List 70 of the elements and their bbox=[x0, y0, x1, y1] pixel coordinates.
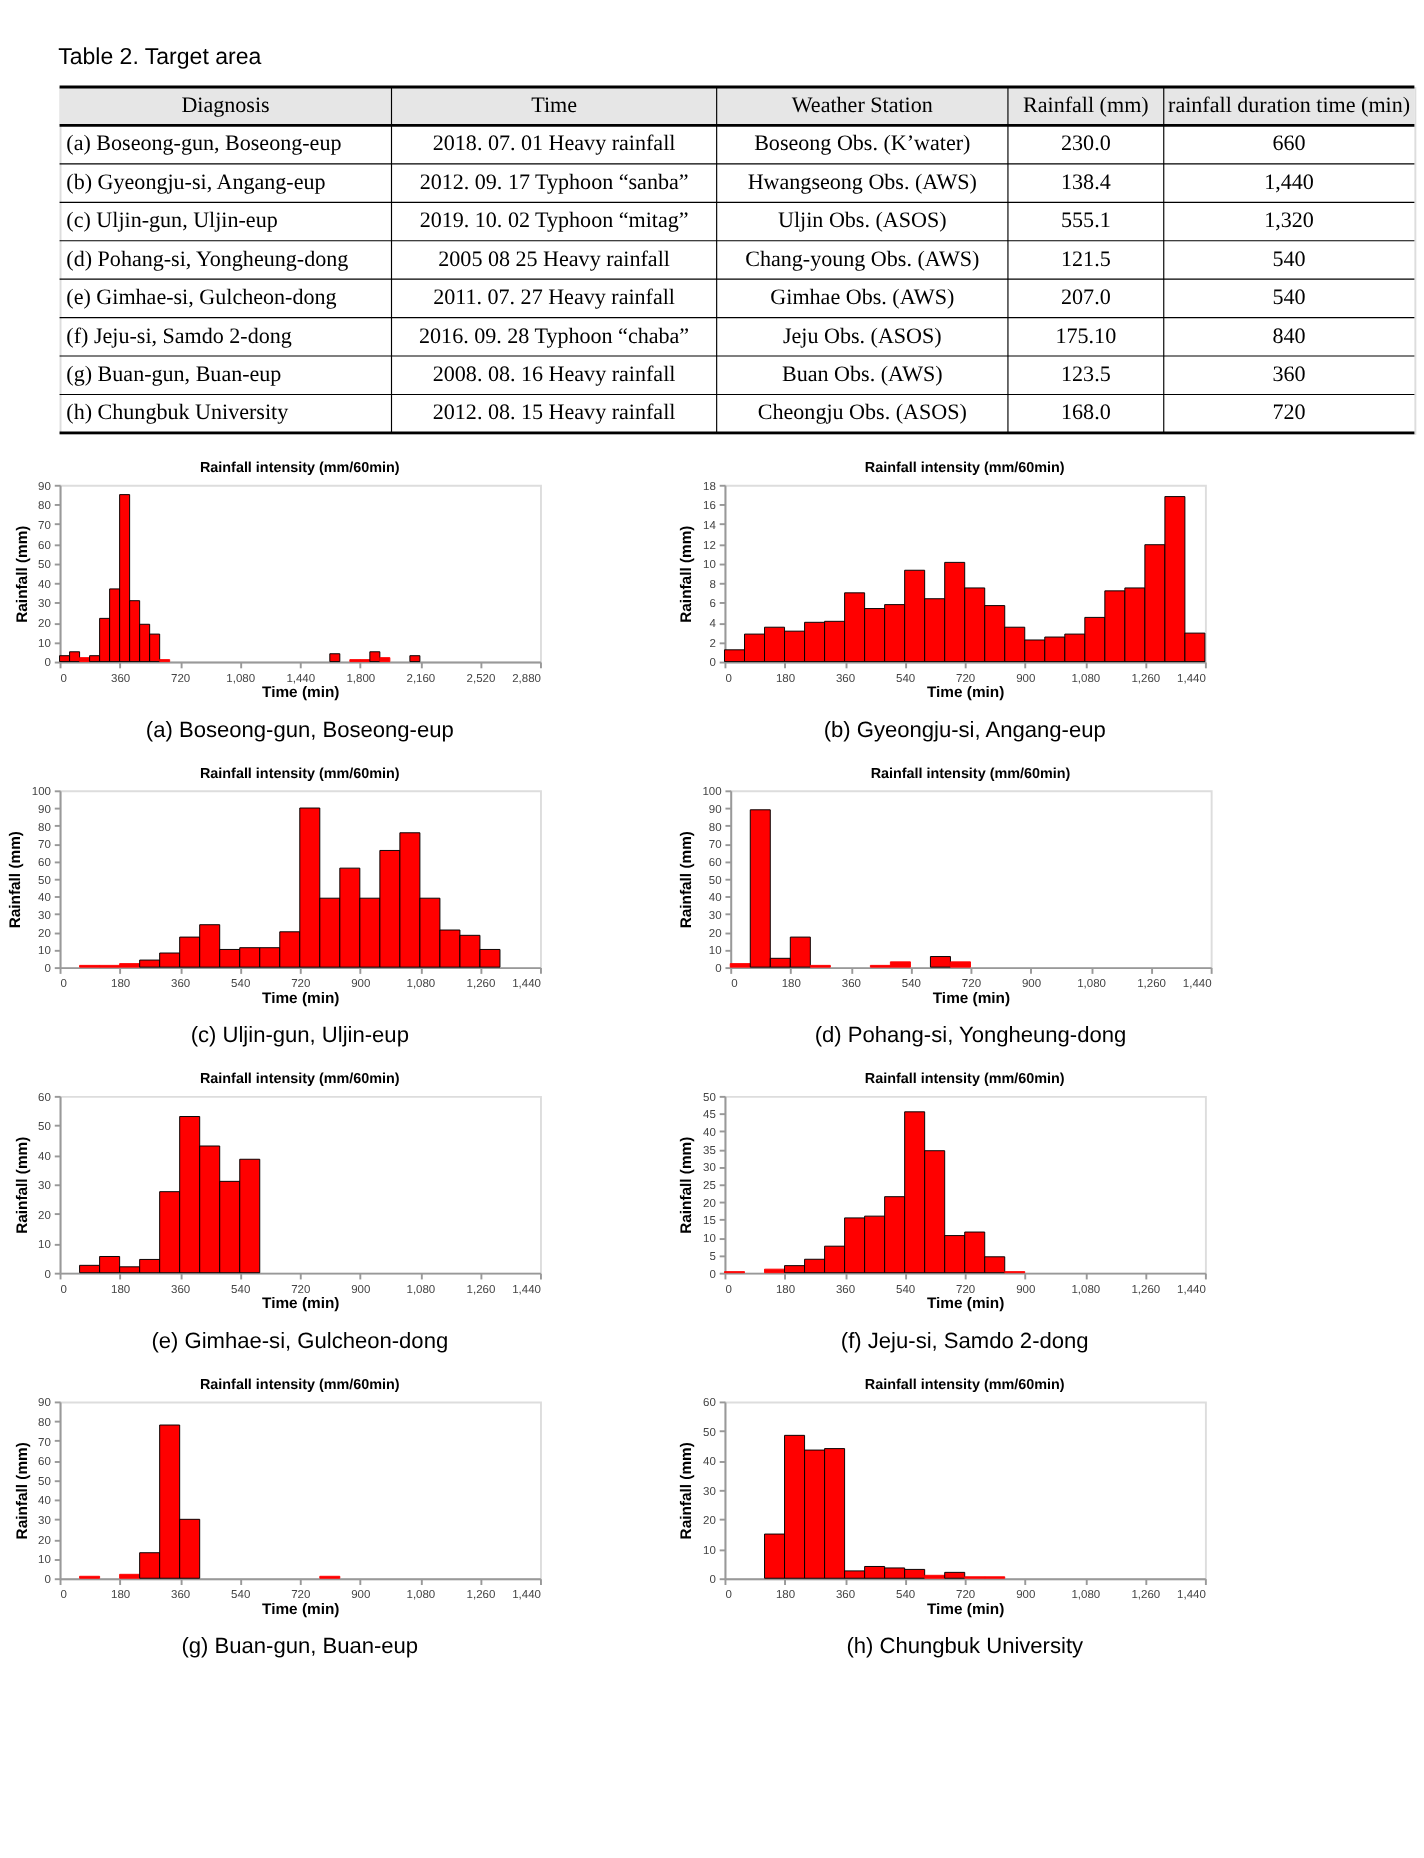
text: 175.10 bbox=[1055, 324, 1118, 349]
text: 660 bbox=[1272, 132, 1307, 157]
text: 840 bbox=[1272, 324, 1307, 349]
text: (g) Buan-gun, Buan-eup bbox=[66, 363, 283, 388]
category-label: Diagnosis bbox=[181, 93, 270, 118]
x-axis-title: Time (min) bbox=[927, 683, 1006, 702]
text: 168.0 bbox=[1061, 401, 1112, 426]
text: (g) Buan-gun, Buan-eup bbox=[181, 1635, 419, 1660]
y-axis-title: Rainfall (mm) bbox=[12, 1441, 31, 1540]
text: 540 bbox=[1272, 286, 1307, 311]
text: 2011. 07. 27 Heavy rainfall bbox=[433, 286, 675, 311]
text: Cheongju Obs. (ASOS) bbox=[757, 401, 968, 426]
y-axis-title: Rainfall (mm) bbox=[676, 830, 695, 929]
category-label: Rainfall (mm) bbox=[1023, 93, 1150, 118]
text: Boseong Obs. (K’water) bbox=[754, 132, 972, 157]
text: (d) Pohang-si, Yongheung-dong bbox=[814, 1024, 1127, 1049]
x-axis-title: Time (min) bbox=[262, 988, 341, 1007]
x-axis-title: Time (min) bbox=[262, 1294, 341, 1313]
category-label: Time bbox=[531, 93, 578, 118]
text: (h) Chungbuk University bbox=[846, 1635, 1084, 1660]
y-axis-title: Rainfall (mm) bbox=[12, 1135, 31, 1234]
y-axis-title: Rainfall (mm) bbox=[12, 524, 31, 623]
text: 555.1 bbox=[1061, 209, 1111, 234]
text: 2019. 10. 02 Typhoon “mitag” bbox=[419, 209, 689, 234]
x-axis-title: Time (min) bbox=[927, 1599, 1006, 1618]
text: Chang-young Obs. (AWS) bbox=[745, 247, 981, 272]
text: 138.4 bbox=[1061, 170, 1112, 195]
text: (f) Jeju-si, Samdo 2-dong bbox=[840, 1329, 1089, 1354]
y-axis-title: Rainfall (mm) bbox=[677, 1135, 696, 1234]
y-axis-title: Rainfall (mm) bbox=[6, 830, 25, 929]
category-label: rainfall duration time (min) bbox=[1168, 93, 1411, 118]
text: 2008. 08. 16 Heavy rainfall bbox=[432, 363, 676, 388]
category-label: Weather Station bbox=[791, 93, 934, 118]
text: Hwangseong Obs. (AWS) bbox=[747, 170, 978, 195]
x-axis-title: Time (min) bbox=[927, 1294, 1006, 1313]
text: (c) Uljin-gun, Uljin-eup bbox=[66, 209, 279, 234]
text: (a) Boseong-gun, Boseong-eup bbox=[145, 718, 454, 743]
x-axis-title: Time (min) bbox=[262, 683, 341, 702]
text: 540 bbox=[1272, 247, 1307, 272]
text: Uljin Obs. (ASOS) bbox=[778, 209, 948, 234]
text: (d) Pohang-si, Yongheung-dong bbox=[66, 247, 350, 272]
text: (a) Boseong-gun, Boseong-eup bbox=[66, 132, 343, 157]
text: (f) Jeju-si, Samdo 2-dong bbox=[66, 324, 293, 349]
text: 2018. 07. 01 Heavy rainfall bbox=[432, 132, 676, 157]
text: Gimhae Obs. (AWS) bbox=[770, 286, 955, 311]
text: Table 2. Target area bbox=[58, 46, 263, 71]
text: (h) Chungbuk University bbox=[66, 401, 290, 426]
y-axis-title: Rainfall (mm) bbox=[677, 524, 696, 623]
text: 207.0 bbox=[1061, 286, 1112, 311]
x-axis-title: Time (min) bbox=[262, 1599, 341, 1618]
text: 2012. 08. 15 Heavy rainfall bbox=[432, 401, 676, 426]
text: (c) Uljin-gun, Uljin-eup bbox=[190, 1024, 409, 1049]
text: (b) Gyeongju-si, Angang-eup bbox=[66, 170, 327, 195]
text: 2005 08 25 Heavy rainfall bbox=[438, 247, 670, 272]
text: Jeju Obs. (ASOS) bbox=[782, 324, 943, 349]
x-axis-title: Time (min) bbox=[932, 988, 1011, 1007]
text: 1,440 bbox=[1264, 170, 1315, 195]
text: 123.5 bbox=[1061, 363, 1112, 388]
text: 2012. 09. 17 Typhoon “sanba” bbox=[419, 170, 689, 195]
text: 2016. 09. 28 Typhoon “chaba” bbox=[419, 324, 690, 349]
y-axis-title: Rainfall (mm) bbox=[677, 1441, 696, 1540]
text: 1,320 bbox=[1264, 209, 1315, 234]
text: 121.5 bbox=[1061, 247, 1112, 272]
text: (b) Gyeongju-si, Angang-eup bbox=[823, 718, 1106, 743]
text: 230.0 bbox=[1061, 132, 1112, 157]
text: 720 bbox=[1272, 401, 1307, 426]
text: Buan Obs. (AWS) bbox=[781, 363, 944, 388]
text: (e) Gimhae-si, Gulcheon-dong bbox=[66, 286, 338, 311]
text: (e) Gimhae-si, Gulcheon-dong bbox=[151, 1329, 449, 1354]
text: 360 bbox=[1272, 363, 1307, 388]
